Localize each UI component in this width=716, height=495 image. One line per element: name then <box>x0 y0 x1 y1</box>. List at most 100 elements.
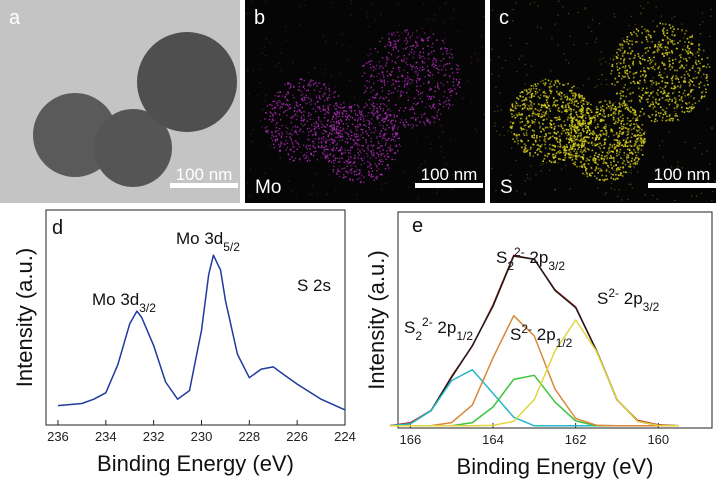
signal-dot <box>320 88 321 89</box>
signal-dot <box>530 148 532 150</box>
noise-dot <box>695 56 696 57</box>
signal-dot <box>618 75 620 77</box>
noise-dot <box>403 61 404 62</box>
signal-dot <box>632 64 634 66</box>
signal-dot <box>548 95 550 97</box>
signal-dot <box>516 138 518 140</box>
signal-dot <box>511 116 513 118</box>
signal-dot <box>316 85 317 86</box>
signal-dot <box>637 138 639 140</box>
signal-dot <box>345 176 346 177</box>
signal-dot <box>613 159 615 161</box>
signal-dot <box>373 76 374 77</box>
noise-dot <box>655 99 656 100</box>
noise-dot <box>663 77 664 78</box>
signal-dot <box>380 151 381 152</box>
signal-dot <box>702 66 704 68</box>
noise-dot <box>577 120 578 121</box>
signal-dot <box>407 77 408 78</box>
noise-dot <box>619 189 620 190</box>
signal-dot <box>309 102 310 103</box>
signal-dot <box>388 100 389 101</box>
signal-dot <box>627 161 629 163</box>
signal-dot <box>381 159 382 160</box>
noise-dot <box>676 98 677 99</box>
signal-dot <box>309 145 310 146</box>
signal-dot <box>571 131 573 133</box>
noise-dot <box>264 173 265 174</box>
signal-dot <box>629 47 631 49</box>
signal-dot <box>365 116 366 117</box>
signal-dot <box>692 89 694 91</box>
signal-dot <box>297 126 298 127</box>
signal-dot <box>689 48 691 50</box>
signal-dot <box>368 171 369 172</box>
noise-dot <box>304 5 305 6</box>
signal-dot <box>433 33 434 34</box>
signal-dot <box>570 136 572 138</box>
signal-dot <box>296 102 297 103</box>
signal-dot <box>545 106 547 108</box>
signal-dot <box>303 145 304 146</box>
signal-dot <box>521 141 523 143</box>
signal-dot <box>644 59 646 61</box>
signal-dot <box>315 83 316 84</box>
signal-dot <box>692 108 694 110</box>
signal-dot <box>557 151 559 153</box>
signal-dot <box>631 133 633 135</box>
signal-dot <box>333 171 334 172</box>
signal-dot <box>346 163 347 164</box>
signal-dot <box>513 115 515 117</box>
signal-dot <box>589 133 591 135</box>
signal-dot <box>657 94 659 96</box>
signal-dot <box>347 166 348 167</box>
noise-dot <box>353 159 354 160</box>
signal-dot <box>362 65 363 66</box>
noise-dot <box>411 39 412 40</box>
noise-dot <box>624 155 625 156</box>
signal-dot <box>436 68 437 69</box>
noise-dot <box>247 183 248 184</box>
signal-dot <box>652 101 654 103</box>
signal-dot <box>282 125 283 126</box>
signal-dot <box>320 121 321 122</box>
noise-dot <box>510 111 511 112</box>
signal-dot <box>431 51 432 52</box>
signal-dot <box>335 157 336 158</box>
signal-dot <box>308 83 309 84</box>
signal-dot <box>355 114 356 115</box>
signal-dot <box>590 109 592 111</box>
signal-dot <box>299 86 300 87</box>
noise-dot <box>554 24 555 25</box>
signal-dot <box>676 48 678 50</box>
noise-dot <box>691 195 692 196</box>
signal-dot <box>369 162 370 163</box>
signal-dot <box>391 92 392 93</box>
signal-dot <box>577 135 579 137</box>
signal-dot <box>580 101 582 103</box>
signal-dot <box>367 62 368 63</box>
signal-dot <box>583 131 585 133</box>
signal-dot <box>320 98 321 99</box>
signal-dot <box>373 82 374 83</box>
signal-dot <box>678 95 680 97</box>
signal-dot <box>667 93 669 95</box>
noise-dot <box>631 16 632 17</box>
signal-dot <box>672 77 674 79</box>
signal-dot <box>369 121 370 122</box>
signal-dot <box>368 174 369 175</box>
signal-dot <box>353 171 354 172</box>
signal-dot <box>622 45 624 47</box>
noise-dot <box>711 127 712 128</box>
signal-dot <box>529 125 531 127</box>
signal-dot <box>701 96 703 98</box>
noise-dot <box>349 80 350 81</box>
noise-dot <box>674 200 675 201</box>
signal-dot <box>299 79 300 80</box>
signal-dot <box>553 84 555 86</box>
signal-dot <box>530 88 532 90</box>
signal-dot <box>453 78 454 79</box>
noise-dot <box>288 92 289 93</box>
signal-dot <box>532 136 534 138</box>
noise-dot <box>558 1 559 2</box>
